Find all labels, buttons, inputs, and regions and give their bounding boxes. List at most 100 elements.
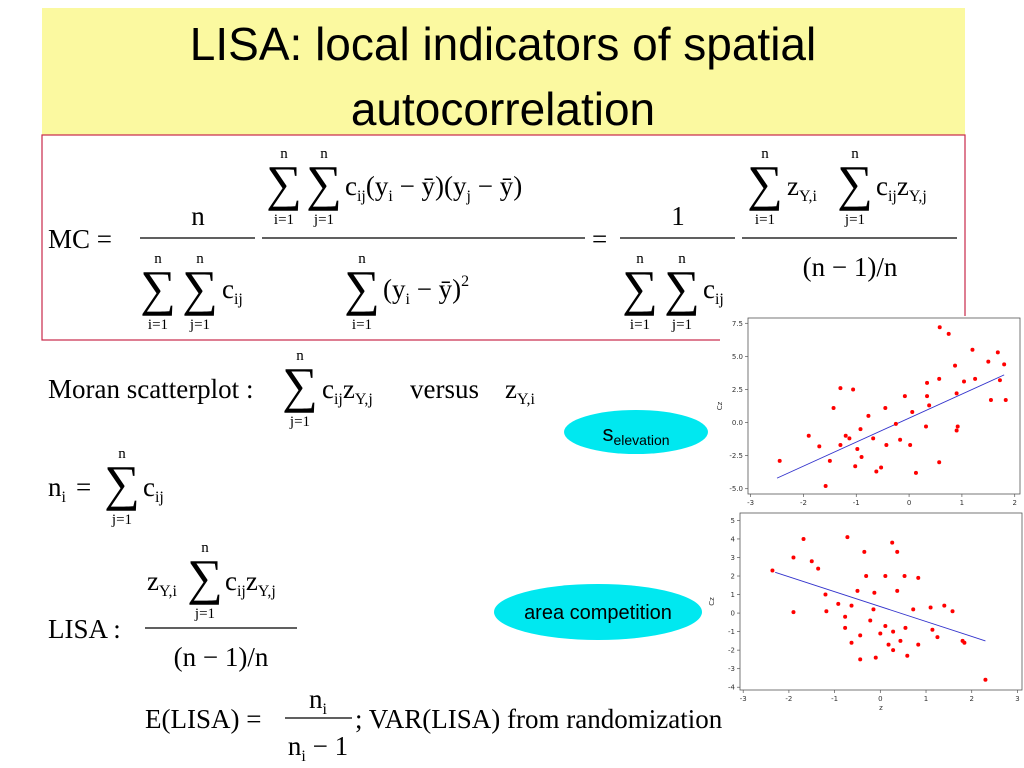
x-tick-label: 3: [1015, 695, 1019, 703]
point: [995, 350, 1000, 355]
point: [962, 640, 967, 645]
y-tick-label: -2: [728, 647, 735, 655]
point: [827, 458, 832, 463]
y-tick-label: 5: [731, 517, 735, 525]
point: [898, 638, 903, 643]
point: [893, 421, 898, 426]
y-tick-label: 3: [731, 554, 735, 562]
sum-limit: n: [118, 446, 126, 462]
formula-text: i: [323, 701, 328, 718]
y-tick-label: 5.0: [732, 353, 743, 361]
sum-limit: n: [201, 540, 209, 556]
formula-text: n: [48, 472, 62, 502]
formula-text: n: [288, 731, 302, 761]
point: [824, 609, 829, 614]
formula-text: ni − 1: [288, 731, 348, 765]
sum-sign: ∑: [837, 155, 873, 211]
formula-text: Y,j: [258, 583, 276, 600]
x-tick-label: -3: [747, 499, 754, 507]
formula-text: (y: [366, 171, 389, 201]
point: [986, 359, 991, 364]
y-tick-label: 7.5: [732, 320, 743, 328]
point: [853, 464, 858, 469]
formula-text: ni =: [48, 472, 91, 506]
point: [902, 574, 907, 579]
sum-limit: i=1: [352, 317, 372, 333]
point: [983, 677, 988, 682]
x-tick-label: 2: [969, 695, 973, 703]
sum-limit: n: [320, 146, 328, 162]
x-tick-label: 0: [907, 499, 911, 507]
sum-limit: j=1: [313, 212, 334, 228]
formula-text: (y: [383, 274, 406, 304]
point: [916, 642, 921, 647]
sum-sign: ∑: [266, 155, 302, 211]
x-tick-label: -3: [740, 695, 747, 703]
sum-sign: ∑: [306, 155, 342, 211]
point: [871, 436, 876, 441]
formula-text: − ȳ): [471, 171, 522, 201]
point: [843, 433, 848, 438]
plot-frame: [747, 317, 1021, 495]
formula-text: area competition: [524, 602, 672, 624]
point: [843, 614, 848, 619]
point: [895, 549, 900, 554]
formula-text: s: [602, 421, 613, 446]
formula-text: c: [703, 274, 715, 304]
point: [855, 447, 860, 452]
point: [817, 444, 822, 449]
formula-text: i: [388, 188, 393, 205]
formula-text: − ȳ)(y: [393, 171, 467, 201]
formula-text: Y,j: [355, 391, 373, 408]
formula-text: c: [345, 171, 357, 201]
fit-line: [776, 374, 1005, 479]
y-tick-label: -3: [728, 665, 735, 673]
point: [937, 376, 942, 381]
formula-text: ij: [234, 291, 243, 308]
point: [937, 325, 942, 330]
sum-limit: j=1: [194, 606, 215, 622]
point: [997, 378, 1002, 383]
sum-limit: i=1: [755, 212, 775, 228]
point: [831, 405, 836, 410]
formula-text: cij: [143, 472, 164, 506]
point: [836, 601, 841, 606]
sum-sign: ∑: [104, 455, 140, 511]
point: [851, 387, 856, 392]
point: [847, 436, 852, 441]
point: [838, 443, 843, 448]
y-tick-label: -5.0: [729, 485, 743, 493]
point: [908, 443, 913, 448]
point: [895, 588, 900, 593]
formula-text: z: [147, 566, 159, 596]
formula-text: z: [246, 566, 258, 596]
point: [973, 376, 978, 381]
plot-background: [720, 316, 1022, 514]
title-line: autocorrelation: [351, 83, 655, 135]
formula-text: z: [343, 374, 355, 404]
point: [930, 627, 935, 632]
y-tick-label: -1: [728, 628, 735, 636]
point: [858, 657, 863, 662]
point: [862, 549, 867, 554]
oval: [564, 410, 708, 454]
point: [911, 607, 916, 612]
sum-sign: ∑: [282, 357, 318, 413]
formula-text: ni: [309, 684, 328, 718]
formula-text: ij: [155, 489, 164, 506]
point: [884, 443, 889, 448]
formula-text: ij: [715, 291, 724, 308]
point: [886, 642, 891, 647]
formula-text: ij: [888, 188, 897, 205]
point: [927, 403, 932, 408]
sum-sign: ∑: [187, 549, 223, 605]
x-tick-label: -1: [831, 695, 838, 703]
sum-limit: j=1: [671, 317, 692, 333]
formula-text: =: [592, 224, 607, 254]
formula-text: cijzY,j: [322, 374, 373, 408]
point: [838, 386, 843, 391]
point: [988, 398, 993, 403]
formula-text: zY,i: [787, 171, 817, 205]
formula-text: versus: [410, 374, 479, 404]
fit-line: [775, 571, 986, 642]
